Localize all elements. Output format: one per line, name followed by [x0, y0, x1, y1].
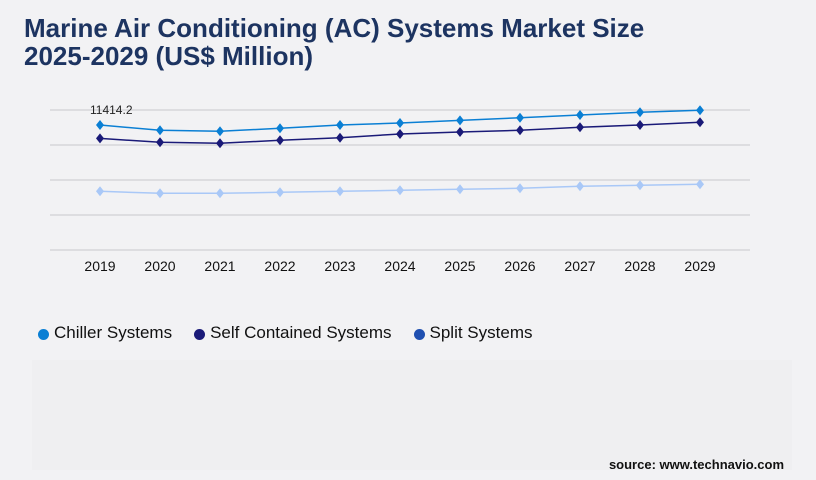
data-point: [636, 107, 644, 118]
data-point: [636, 120, 644, 131]
legend-label: Self Contained Systems: [210, 323, 392, 342]
data-point: [396, 185, 404, 196]
background-panel: [32, 360, 792, 470]
title-line-2: 2025-2029 (US$ Million): [24, 41, 313, 71]
x-tick-label: 2019: [84, 258, 115, 274]
data-point: [456, 127, 464, 138]
x-tick-label: 2026: [504, 258, 535, 274]
data-point: [216, 188, 224, 199]
data-point: [696, 105, 704, 116]
x-tick-label: 2024: [384, 258, 415, 274]
x-tick-label: 2022: [264, 258, 295, 274]
data-point: [576, 110, 584, 121]
data-point: [276, 123, 284, 134]
data-point: [516, 112, 524, 123]
data-point: [396, 117, 404, 128]
data-point: [156, 137, 164, 148]
data-point: [276, 187, 284, 198]
data-point: [396, 129, 404, 140]
data-point: [276, 135, 284, 146]
data-point: [336, 186, 344, 197]
data-point: [696, 117, 704, 128]
x-tick-label: 2027: [564, 258, 595, 274]
data-point: [516, 183, 524, 194]
x-tick-label: 2023: [324, 258, 355, 274]
data-point: [336, 120, 344, 131]
x-tick-label: 2028: [624, 258, 655, 274]
legend-marker-icon: [194, 329, 206, 340]
data-point: [96, 186, 104, 197]
legend-marker-icon: [413, 329, 425, 340]
data-point: [156, 125, 164, 136]
data-point: [156, 188, 164, 199]
data-label: 11414.2: [90, 103, 133, 117]
x-tick-label: 2029: [684, 258, 715, 274]
legend: Chiller Systems Self Contained Systems S…: [38, 323, 533, 343]
data-point: [336, 132, 344, 143]
data-point: [696, 179, 704, 190]
data-point: [216, 126, 224, 137]
source-text: source: www.technavio.com: [608, 457, 784, 472]
data-point: [456, 184, 464, 195]
data-point: [216, 138, 224, 149]
legend-item-chiller[interactable]: Chiller Systems: [38, 323, 172, 343]
data-point: [456, 115, 464, 126]
data-point: [636, 180, 644, 191]
data-point: [576, 181, 584, 192]
data-point: [96, 120, 104, 131]
legend-marker-icon: [38, 329, 49, 340]
line-chart: 2019 2020 2021 2022 2023 2024 2025 2026 2027 2028…: [50, 103, 750, 274]
x-tick-label: 2020: [144, 258, 175, 274]
legend-item-split[interactable]: Split Systems: [413, 323, 533, 343]
data-point: [576, 122, 584, 133]
legend-item-self-contained[interactable]: Self Contained Systems: [194, 323, 392, 343]
x-tick-label: 2025: [444, 258, 475, 274]
x-tick-label: 2021: [204, 258, 235, 274]
legend-label: Split Systems: [429, 323, 533, 342]
chart-title: Marine Air Conditioning (AC) Systems Mar…: [24, 14, 724, 70]
legend-label: Chiller Systems: [54, 323, 173, 342]
data-point: [516, 125, 524, 136]
title-line-1: Marine Air Conditioning (AC) Systems Mar…: [24, 13, 645, 43]
data-point: [96, 133, 104, 144]
